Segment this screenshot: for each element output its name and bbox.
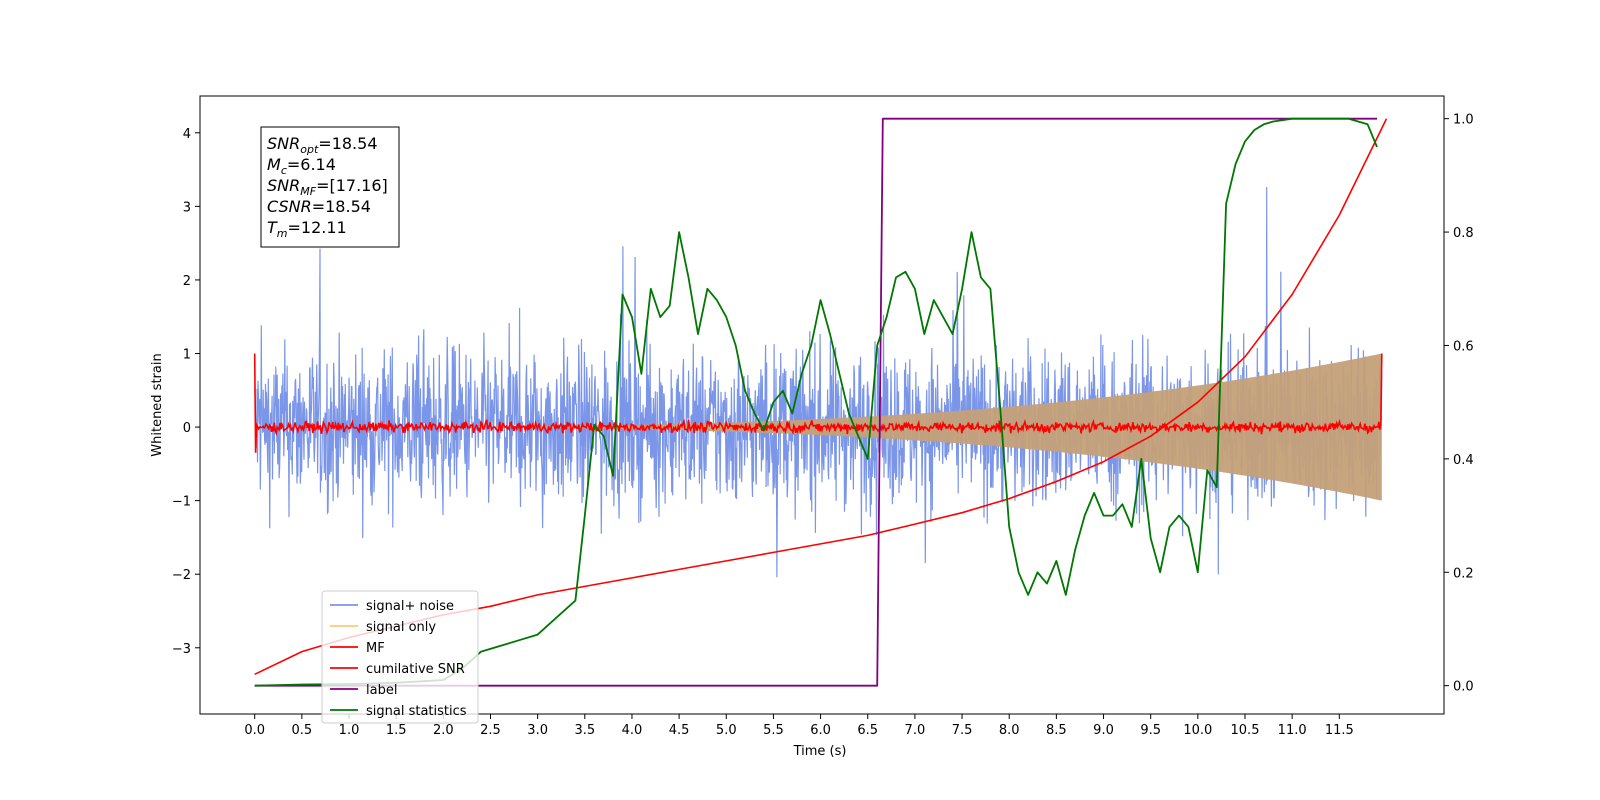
legend-entry: MF bbox=[366, 641, 385, 656]
legend-entry: cumilative SNR bbox=[366, 662, 465, 677]
y-tick-right-label: 0.6 bbox=[1453, 339, 1474, 354]
x-tick-label: 6.5 bbox=[857, 723, 878, 738]
axes-frame bbox=[199, 95, 1445, 715]
x-tick-label: 1.5 bbox=[386, 723, 407, 738]
y-tick-right-label: 0.0 bbox=[1453, 680, 1474, 695]
x-tick-label: 1.0 bbox=[339, 723, 360, 738]
x-tick-label: 7.5 bbox=[952, 723, 973, 738]
series-mf bbox=[253, 353, 1383, 453]
series-signal-noise bbox=[254, 186, 1383, 578]
x-tick-label: 0.5 bbox=[292, 723, 313, 738]
y-tick-left-label: 0 bbox=[183, 421, 191, 436]
x-tick-label: 7.0 bbox=[905, 723, 926, 738]
y-tick-left-label: −2 bbox=[172, 568, 191, 583]
x-tick-label: 6.0 bbox=[810, 723, 831, 738]
legend-frame bbox=[321, 590, 479, 724]
annotation-box: SNRopt=18.54Mc=6.14SNRMF=[17.16]CSNR=18.… bbox=[260, 126, 400, 248]
legend-entry: signal+ noise bbox=[366, 599, 454, 614]
x-tick-label: 3.5 bbox=[574, 723, 595, 738]
x-axis: 0.0 0.5 1.0 1.5 2.0 2.5 3.0 3.5 4.0 4.5 5.0 5.5 6.0 6… bbox=[244, 714, 1354, 738]
y-tick-right-label: 0.8 bbox=[1453, 226, 1474, 241]
x-tick-label: 8.5 bbox=[1046, 723, 1067, 738]
x-tick-label: 4.5 bbox=[669, 723, 690, 738]
y-tick-right-label: 0.4 bbox=[1453, 453, 1474, 468]
x-tick-label: 0.0 bbox=[244, 723, 265, 738]
y-axis-right: 1.0 0.8 0.6 0.4 0.2 0.0 bbox=[1444, 113, 1474, 695]
y-tick-left-label: 1 bbox=[183, 348, 191, 363]
y-tick-left-label: 3 bbox=[183, 200, 191, 215]
series-label bbox=[254, 117, 1377, 687]
x-tick-label: 11.5 bbox=[1325, 723, 1354, 738]
y-axis-label: Whitened strain bbox=[150, 353, 165, 456]
x-tick-label: 4.0 bbox=[622, 723, 643, 738]
y-tick-left-label: −3 bbox=[172, 642, 191, 657]
annotation-line: Mc=6.14 bbox=[267, 155, 336, 177]
y-tick-right-label: 0.2 bbox=[1453, 566, 1474, 581]
annotation-line: CSNR=18.54 bbox=[267, 197, 371, 216]
y-tick-right-label: 1.0 bbox=[1453, 113, 1474, 128]
x-axis-label: Time (s) bbox=[793, 744, 847, 759]
y-tick-left-label: −1 bbox=[172, 495, 191, 510]
x-tick-label: 5.0 bbox=[716, 723, 737, 738]
x-tick-label: 10.5 bbox=[1231, 723, 1260, 738]
annotation-frame bbox=[260, 126, 400, 248]
x-tick-label: 9.5 bbox=[1140, 723, 1161, 738]
x-tick-label: 11.0 bbox=[1278, 723, 1307, 738]
x-tick-label: 5.5 bbox=[763, 723, 784, 738]
x-tick-label: 3.0 bbox=[527, 723, 548, 738]
legend-entry: signal statistics bbox=[366, 704, 467, 719]
annotation-line: SNRopt=18.54 bbox=[267, 134, 378, 156]
y-axis-left: 4 3 2 1 0 −1 −2 −3 bbox=[172, 127, 200, 657]
x-tick-label: 2.5 bbox=[480, 723, 501, 738]
annotation-line: SNRMF=[17.16] bbox=[267, 176, 388, 198]
y-tick-left-label: 4 bbox=[183, 127, 191, 142]
annotation-line: Tm=12.11 bbox=[267, 218, 347, 240]
x-tick-label: 9.0 bbox=[1093, 723, 1114, 738]
legend: signal+ noise signal only MF cumilative SNR… bbox=[321, 590, 479, 724]
series-signal-statistics bbox=[254, 117, 1378, 687]
x-tick-label: 8.0 bbox=[999, 723, 1020, 738]
x-tick-label: 10.0 bbox=[1183, 723, 1212, 738]
x-tick-label: 2.0 bbox=[433, 723, 454, 738]
legend-entry: label bbox=[366, 683, 397, 698]
legend-entry: signal only bbox=[366, 620, 436, 635]
y-tick-left-label: 2 bbox=[183, 274, 191, 289]
